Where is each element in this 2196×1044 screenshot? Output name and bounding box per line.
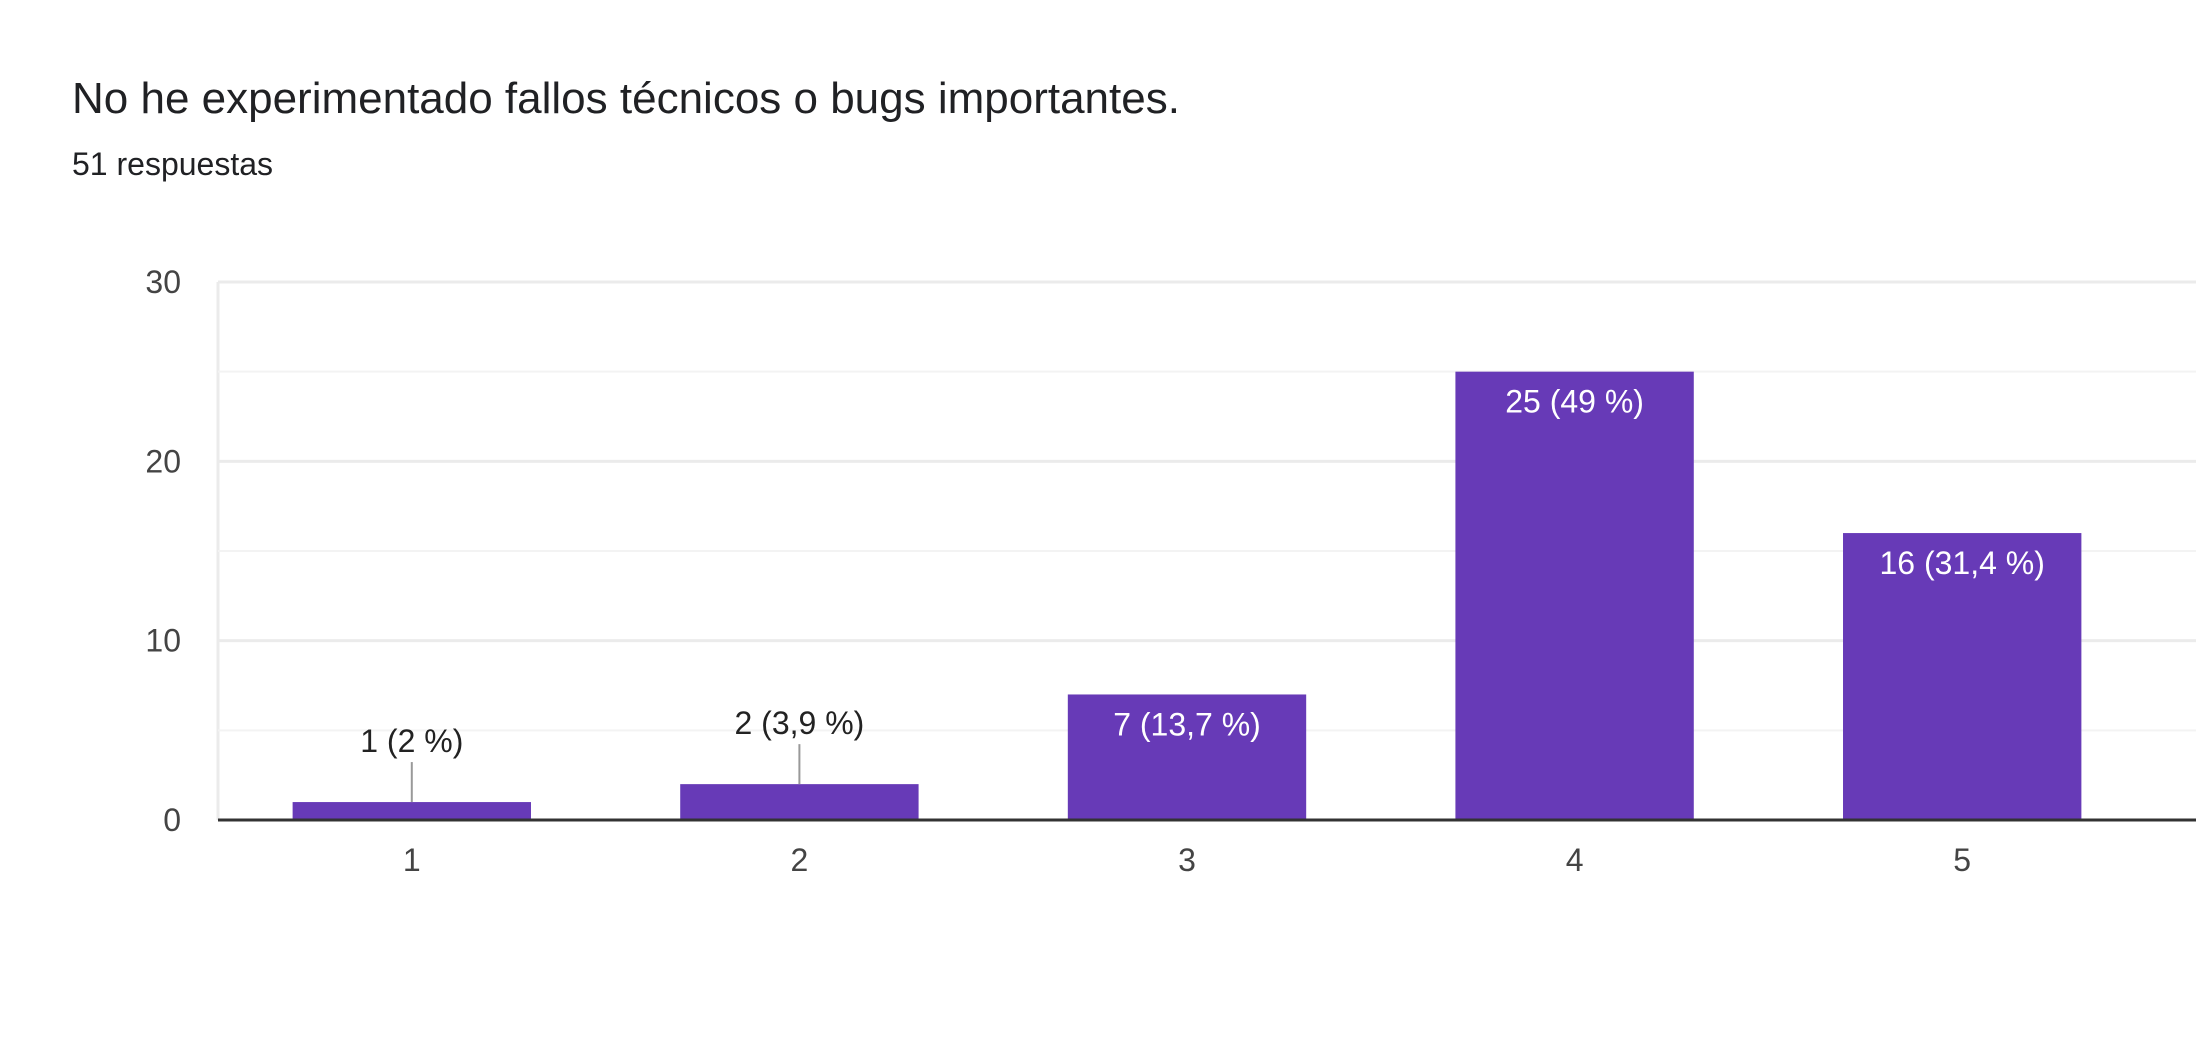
- chart-title: No he experimentado fallos técnicos o bu…: [72, 74, 1180, 123]
- x-tick-label: 1: [403, 842, 421, 878]
- bar: [1455, 371, 1694, 820]
- data-label: 7 (13,7 %): [1113, 706, 1261, 742]
- x-tick-label: 3: [1178, 842, 1196, 878]
- bars: [292, 371, 2082, 820]
- bar: [1843, 533, 2082, 820]
- x-tick-label: 4: [1566, 842, 1584, 878]
- x-axis-ticks: 1 2 3 4 5: [403, 842, 1971, 878]
- response-count: 51 respuestas: [72, 146, 274, 182]
- y-axis-ticks: 0 10 20 30: [145, 264, 181, 838]
- y-tick-label: 20: [145, 443, 181, 479]
- x-tick-label: 2: [791, 842, 809, 878]
- data-labels: 1 (2 %) 2 (3,9 %) 7 (13,7 %) 25 (49 %) 16 (3…: [360, 384, 2045, 803]
- data-label: 1 (2 %): [360, 723, 463, 759]
- bar: [292, 802, 531, 820]
- data-label: 2 (3,9 %): [734, 705, 864, 741]
- y-tick-label: 0: [163, 802, 181, 838]
- bar: [1067, 694, 1307, 820]
- x-tick-label: 5: [1953, 842, 1971, 878]
- bar: [680, 784, 919, 820]
- data-label: 25 (49 %): [1505, 384, 1644, 420]
- y-tick-label: 10: [145, 623, 181, 659]
- data-label: 16 (31,4 %): [1879, 545, 2044, 581]
- y-tick-label: 30: [145, 264, 181, 300]
